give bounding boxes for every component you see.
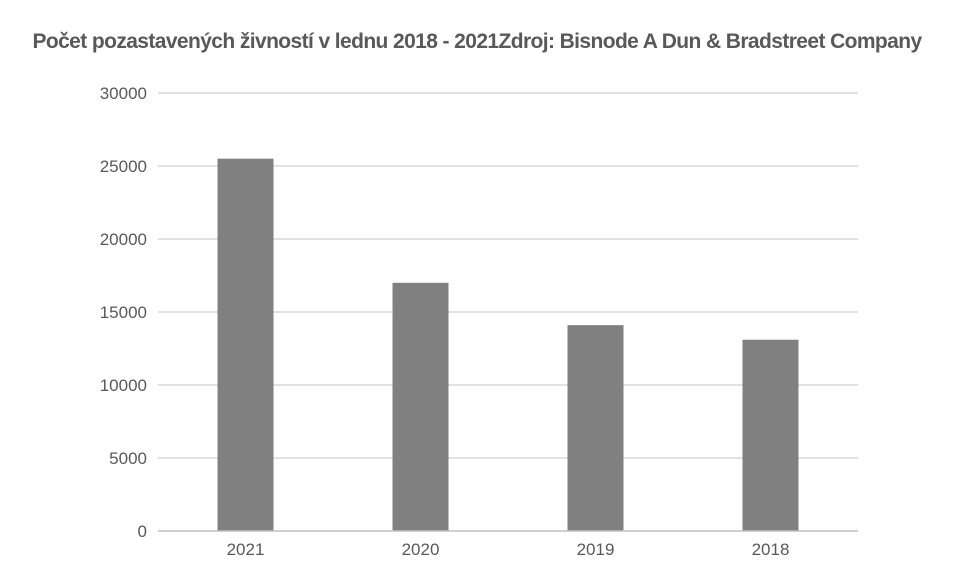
- y-tick-label: 20000: [100, 230, 147, 249]
- x-tick-label: 2020: [402, 540, 440, 559]
- y-tick-label: 10000: [100, 376, 147, 395]
- y-tick-label: 25000: [100, 157, 147, 176]
- x-tick-label: 2021: [227, 540, 265, 559]
- bars: [217, 158, 799, 531]
- x-tick-label: 2018: [752, 540, 790, 559]
- y-tick-label: 15000: [100, 303, 147, 322]
- y-tick-label: 5000: [109, 449, 147, 468]
- x-tick-labels: 2021 2020 2019 2018: [227, 540, 790, 559]
- bar-2019: [567, 325, 624, 531]
- chart-title: Počet pozastavených živností v lednu 201…: [32, 30, 922, 53]
- y-tick-label: 0: [138, 522, 147, 541]
- y-tick-label: 30000: [100, 84, 147, 103]
- bar-2018: [742, 339, 799, 531]
- bar-2021: [217, 158, 274, 531]
- x-tick-label: 2019: [577, 540, 615, 559]
- y-tick-labels: 0 5000 10000 15000 20000 25000 30000: [100, 84, 147, 541]
- gridlines: [158, 92, 858, 459]
- bar-2020: [392, 282, 449, 531]
